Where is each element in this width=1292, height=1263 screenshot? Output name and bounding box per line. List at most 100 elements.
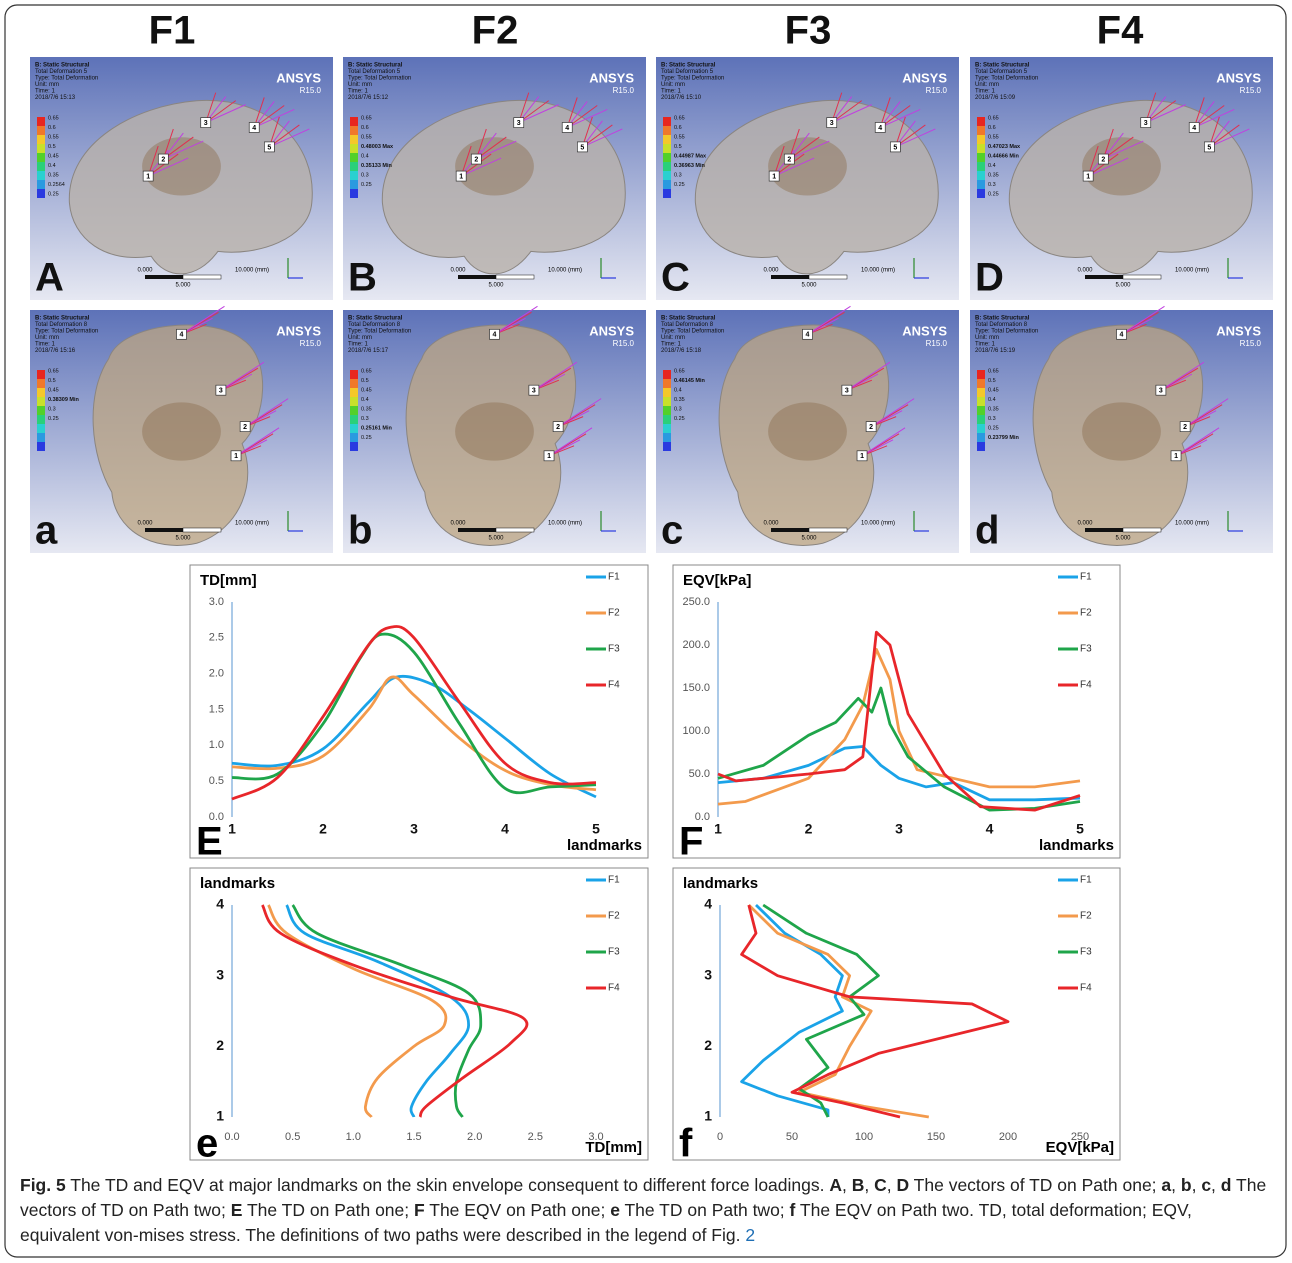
- chart-letter: F: [679, 820, 703, 864]
- inner-structure: [768, 402, 847, 460]
- caption-text: ,: [1211, 1175, 1221, 1195]
- color-legend-label: 0.4: [361, 397, 369, 403]
- panel-info: 2018/7/6 15:13: [35, 95, 76, 101]
- color-legend-swatch: [350, 153, 358, 162]
- axis-label: EQV[kPa]: [1046, 1139, 1114, 1156]
- landmark-label: 3: [532, 388, 536, 395]
- color-legend-swatch: [37, 388, 45, 397]
- ansys-panel: B: Static StructuralTotal Deformation 5T…: [343, 57, 646, 300]
- legend-label: F3: [608, 947, 620, 958]
- color-legend-label: 0.65: [361, 368, 372, 374]
- color-legend-label: 0.25: [988, 425, 999, 431]
- caption-text[interactable]: 2: [745, 1225, 755, 1245]
- panel-info: 2018/7/6 15:17: [348, 348, 389, 354]
- panel-info: Type: Total Deformation: [348, 329, 411, 335]
- color-legend-swatch: [663, 180, 671, 189]
- color-legend-label: 0.23799 Min: [988, 435, 1020, 441]
- color-legend-swatch: [663, 397, 671, 406]
- color-legend-swatch: [37, 397, 45, 406]
- scale-bar-light: [496, 528, 534, 532]
- color-legend-label: 0.5: [48, 144, 56, 150]
- color-legend-label: 0.25: [48, 416, 59, 422]
- color-legend-label: 0.35: [988, 406, 999, 412]
- color-legend-swatch: [663, 144, 671, 153]
- chart: 12340.00.51.01.52.02.53.0landmarksTD[mm]…: [190, 868, 648, 1166]
- color-legend-swatch: [977, 153, 985, 162]
- color-legend-label: 0.3: [361, 172, 369, 178]
- panel-info: 2018/7/6 15:12: [348, 95, 389, 101]
- panel-info: Type: Total Deformation: [348, 76, 411, 82]
- y-tick-label: 3: [216, 966, 224, 982]
- color-legend-swatch: [37, 406, 45, 415]
- landmark-label: 1: [146, 173, 150, 180]
- color-legend-swatch: [350, 126, 358, 135]
- landmark-label: 2: [161, 156, 165, 163]
- color-legend-label: 0.5: [988, 378, 996, 384]
- x-tick-label: 5: [1076, 821, 1084, 837]
- panel-info: 2018/7/6 15:18: [661, 348, 702, 354]
- legend-label: F1: [1080, 572, 1092, 583]
- scale-end: 10.000 (mm): [548, 268, 582, 274]
- legend-label: F1: [608, 572, 620, 583]
- chart: 0.050.0100.0150.0200.0250.012345EQV[kPa]…: [673, 565, 1120, 864]
- color-legend-label: 0.6: [674, 125, 682, 131]
- x-tick-label: 150: [927, 1131, 945, 1143]
- color-legend-label: 0.47023 Max: [988, 144, 1021, 150]
- x-tick-label: 1.0: [346, 1131, 361, 1143]
- figure: F1F2F3F4B: Static StructuralTotal Deform…: [0, 0, 1292, 1263]
- panel-letter: B: [348, 256, 377, 300]
- color-legend-swatch: [37, 424, 45, 433]
- color-legend-swatch: [37, 153, 45, 162]
- y-tick-label: 100.0: [682, 725, 710, 737]
- caption-text: The TD on Path two;: [620, 1200, 790, 1220]
- scale-bar-dark: [145, 275, 183, 279]
- color-legend-label: 0.65: [674, 368, 685, 374]
- x-tick-label: 0.5: [285, 1131, 300, 1143]
- version: R15.0: [300, 86, 322, 95]
- color-legend-swatch: [350, 433, 358, 442]
- color-legend-swatch: [663, 388, 671, 397]
- landmark-label: 1: [860, 453, 864, 460]
- panel-info: Unit: mm: [348, 82, 372, 88]
- x-tick-label: 100: [855, 1131, 873, 1143]
- color-legend-label: 0.6: [48, 125, 56, 131]
- color-legend-swatch: [977, 424, 985, 433]
- color-legend-label: 0.35: [361, 406, 372, 412]
- color-legend-swatch: [663, 370, 671, 379]
- color-legend-label: 0.55: [674, 134, 685, 140]
- brand: ANSYS: [1216, 70, 1261, 85]
- caption-text: B: [852, 1175, 865, 1195]
- color-legend-label: 0.65: [361, 115, 372, 121]
- color-legend-swatch: [350, 180, 358, 189]
- panel-info: Time: 1: [661, 89, 681, 95]
- column-header: F1: [149, 9, 196, 53]
- landmark-label: 3: [204, 120, 208, 127]
- color-legend-label: 0.6: [361, 125, 369, 131]
- caption-text: D: [896, 1175, 909, 1195]
- legend-label: F2: [608, 911, 620, 922]
- caption-text: b: [1181, 1175, 1192, 1195]
- color-legend-swatch: [37, 117, 45, 126]
- x-tick-label: 1: [228, 821, 236, 837]
- color-legend-label: 0.38309 Min: [48, 397, 80, 403]
- panel-letter: d: [975, 509, 999, 553]
- color-legend-swatch: [977, 180, 985, 189]
- scale-end: 10.000 (mm): [1175, 521, 1209, 527]
- color-legend-label: 0.55: [988, 134, 999, 140]
- panel-info: 2018/7/6 15:10: [661, 95, 702, 101]
- scale-end: 10.000 (mm): [861, 521, 895, 527]
- color-legend-swatch: [977, 406, 985, 415]
- chart-title: landmarks: [683, 875, 758, 892]
- color-legend-label: 0.35: [48, 172, 59, 178]
- panel-info: Type: Total Deformation: [661, 329, 724, 335]
- scale-mid: 5.000: [488, 536, 504, 542]
- landmark-label: 2: [474, 156, 478, 163]
- chart-letter: E: [196, 820, 223, 864]
- panel-info: Unit: mm: [348, 335, 372, 341]
- legend-label: F1: [608, 875, 620, 886]
- color-legend-swatch: [37, 180, 45, 189]
- color-legend-swatch: [37, 162, 45, 171]
- color-legend-label: 0.3: [674, 172, 682, 178]
- panel-info: Type: Total Deformation: [35, 329, 98, 335]
